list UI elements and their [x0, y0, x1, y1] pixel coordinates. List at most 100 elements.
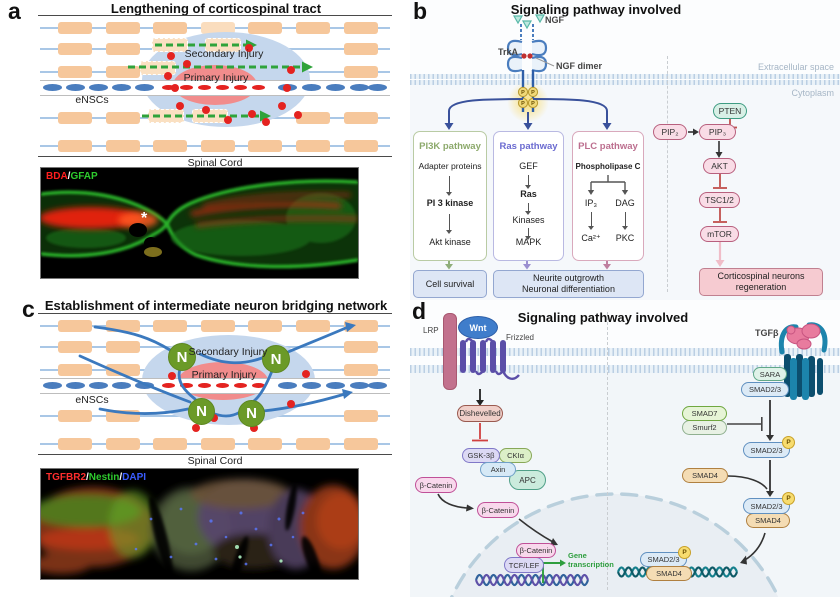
corticospinal-outcome-box: Corticospinal neurons regeneration — [699, 268, 823, 296]
secondary-injury-label: Secondary Injury — [188, 346, 268, 358]
ensc-cell — [278, 382, 297, 389]
injured-axon-dash — [198, 383, 211, 388]
injured-axon-dash — [252, 383, 265, 388]
dishevelled-node: Dishevelled — [457, 405, 503, 422]
inflammatory-dot — [171, 84, 179, 92]
phospho-badge: P — [782, 436, 795, 449]
tsc-node: TSC1/2 — [699, 192, 740, 208]
pi3k-step-pi3kinase: PI 3 kinase — [426, 198, 474, 208]
cytoplasm-label: Cytoplasm — [791, 88, 834, 98]
panel-a: a Lengthening of corticospinal tract Sec… — [0, 0, 410, 295]
myelin-segment — [344, 410, 378, 422]
ensc-cell — [350, 382, 369, 389]
beta-catenin-node-3: β-Catenin — [516, 543, 556, 558]
smad4-complex-node: SMAD4 — [746, 513, 790, 528]
ensc-cell — [89, 382, 108, 389]
neuron-letter: N — [196, 403, 207, 420]
myelin-segment — [106, 66, 140, 78]
inflammatory-dot — [168, 372, 176, 380]
phospho-badge: P — [782, 492, 795, 505]
inflammatory-dot — [302, 370, 310, 378]
panel-c-micrograph-markers: TGFBR2/Nestin/DAPI — [46, 472, 146, 483]
bda-gfap-image — [39, 168, 359, 278]
tgfb-label: TGFβ — [755, 328, 779, 338]
panel-c-bottom-rule — [38, 454, 392, 455]
panel-a-title-rule — [38, 15, 392, 16]
panel-b-label: b — [413, 0, 428, 24]
neuron-network — [78, 322, 356, 418]
neuron-letter: N — [176, 348, 188, 366]
enscs-label: eNSCs — [75, 394, 109, 406]
ras-title: Ras pathway — [499, 141, 558, 152]
panel-a-bottom-rule — [38, 156, 392, 157]
ensc-cell — [302, 382, 321, 389]
ensc-cell — [350, 84, 369, 91]
arrow-down — [523, 175, 533, 189]
myelin-segment — [58, 410, 92, 422]
myelin-segment — [106, 341, 140, 353]
cell-membrane-inner — [410, 365, 840, 373]
beta-catenin-node-2: β-Catenin — [477, 502, 519, 518]
pten-node: PTEN — [713, 103, 747, 119]
gene-line1: Gene — [568, 551, 587, 560]
inflammatory-dot — [245, 44, 253, 52]
myelin-segment — [344, 22, 378, 34]
panel-c-title: Establishment of intermediate neuron bri… — [44, 298, 388, 313]
injured-axon-dash — [234, 383, 247, 388]
panel-a-diagram: Secondary Injury Primary Injury eNSCs — [40, 16, 390, 156]
inflammatory-dot — [294, 111, 302, 119]
ensc-cell — [112, 84, 131, 91]
smad23-phospho-node: SMAD2/3 — [743, 442, 790, 458]
cell-membrane — [410, 74, 840, 79]
neuron-n2: N — [262, 345, 290, 373]
injured-axon-dash — [198, 85, 211, 90]
primary-injury-label: Primary Injury — [191, 369, 257, 381]
smad4-node: SMAD4 — [682, 468, 728, 483]
ensc-cell — [66, 84, 85, 91]
extracellular-label: Extracellular space — [757, 62, 834, 72]
ensc-cell — [368, 84, 387, 91]
plc-ca: Ca²⁺ — [581, 233, 601, 243]
myelin-segment — [58, 364, 92, 376]
inflammatory-dot — [287, 66, 295, 74]
plc-fork — [587, 175, 629, 195]
myelin-segment — [58, 66, 92, 78]
ensc-cell — [302, 84, 321, 91]
myelin-segment — [58, 112, 92, 124]
panel-a-spinal-cord-label: Spinal Cord — [187, 157, 243, 169]
inflammatory-dot — [167, 52, 175, 60]
marker-sep: / — [86, 472, 89, 483]
myelin-segment — [153, 320, 187, 332]
myelin-segment — [153, 438, 187, 450]
axin-node: Axin — [480, 462, 516, 477]
panel-c-micrograph: TGFBR2/Nestin/DAPI — [31, 468, 366, 586]
myelin-segment — [201, 438, 235, 450]
pi3k-step-akt: Akt kinase — [429, 237, 471, 247]
ensc-cell — [43, 382, 62, 389]
arrow-down — [444, 214, 454, 234]
frizzled-label: Frizzled — [506, 333, 535, 342]
enscs-label: eNSCs — [75, 94, 109, 106]
smad23-complex-node: SMAD2/3 — [743, 498, 790, 514]
pi3k-step-adapter: Adapter proteins — [418, 161, 482, 171]
myelin-segment — [153, 140, 187, 152]
gsk3b-node: GSK-3β — [462, 448, 500, 463]
arrow-down — [523, 203, 533, 215]
panel-c-spinal-cord-label: Spinal Cord — [187, 455, 243, 467]
plc-dag: DAG — [615, 198, 635, 208]
smad23-receptor-node: SMAD2/3 — [741, 382, 789, 397]
neuron-n1: N — [168, 343, 196, 371]
myelin-segment — [153, 22, 187, 34]
myelin-segment — [58, 43, 92, 55]
myelin-segment — [58, 320, 92, 332]
myelin-segment — [58, 22, 92, 34]
ensc-cell — [326, 84, 345, 91]
ensc-cell — [89, 84, 108, 91]
arrow-down — [620, 212, 630, 230]
smurf2-node: Smurf2 — [682, 420, 727, 435]
pi3k-pathway-box: PI3K pathway Adapter proteins PI 3 kinas… — [413, 131, 487, 261]
outcome-regeneration: regeneration — [735, 282, 787, 292]
regrowth-arrows — [128, 39, 313, 122]
pip3-node: PIP₃ — [699, 124, 736, 140]
